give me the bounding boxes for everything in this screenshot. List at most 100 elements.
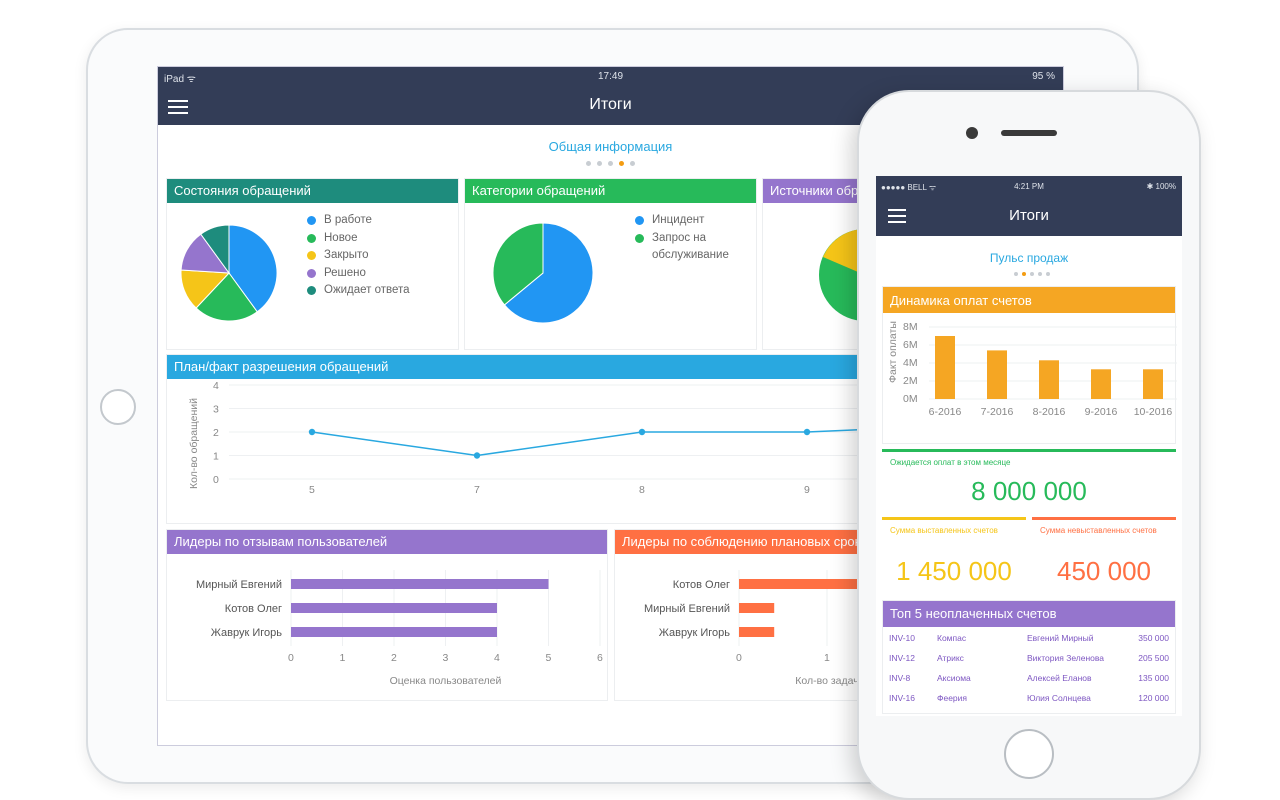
ipad-status-bar: iPad ᯤ 17:49 95 % [158, 67, 1063, 87]
legend-dot [635, 233, 644, 243]
page-dot[interactable] [630, 161, 635, 166]
y-axis-label: Факт оплаты [887, 321, 899, 383]
section-title: Пульс продаж [989, 251, 1069, 265]
bar-label: Мирный Евгений [644, 603, 730, 615]
page-dot[interactable] [1014, 272, 1018, 276]
iphone-status-bar: ●●●●● BELL ᯤ 4:21 PM ✱ 100% [876, 176, 1182, 196]
card-title: Состояния обращений [167, 179, 458, 203]
page-dot[interactable] [597, 161, 602, 166]
data-point [803, 428, 811, 436]
kpi-unissued: Сумма невыставленных счетов 450 000 [1032, 517, 1176, 591]
page-dot[interactable] [1038, 272, 1042, 276]
payments-card: Динамика оплат счетов 0M 2M 4M 6M 8M Факт опл… [882, 286, 1177, 444]
state-pie-chart [181, 225, 278, 322]
page-dot[interactable] [1030, 272, 1034, 276]
kpi-expected: Ожидается оплат в этом месяце 8 000 000 [882, 449, 1176, 511]
legend-dot [307, 216, 316, 225]
pie-slice [503, 223, 594, 324]
iphone-nav-bar: Итоги [876, 196, 1182, 236]
menu-icon[interactable] [168, 100, 188, 114]
data-point [638, 428, 646, 436]
category-legend: Инцидент Запрос на обслуживание [635, 212, 745, 265]
invoice-company: Компас [937, 633, 967, 643]
y-tick-label: 2M [903, 375, 918, 387]
page-dot-active[interactable] [619, 161, 624, 166]
page-dot-active[interactable] [1022, 272, 1026, 276]
status-carrier: iPad ᯤ [164, 74, 196, 85]
bar [1039, 360, 1059, 399]
bar-label: Мирный Евгений [196, 579, 282, 591]
x-tick-label: 6 [597, 652, 603, 664]
invoice-amount: 205 500 [1138, 653, 1169, 663]
legend-dot [307, 268, 316, 278]
y-axis-label: Кол-во обращений [188, 398, 200, 489]
x-tick-label: 10-2016 [1134, 406, 1173, 418]
bar-label: Жаврук Игорь [659, 627, 731, 639]
bar [739, 603, 775, 613]
bar [1091, 369, 1111, 399]
status-battery: ✱ 100% [1146, 182, 1176, 191]
legend-item: В работе [307, 212, 410, 230]
y-tick-label: 1 [213, 451, 219, 463]
page-indicator[interactable] [586, 161, 635, 166]
legend-dot [307, 286, 316, 295]
x-tick-label: 1 [340, 652, 346, 664]
bar [987, 350, 1007, 399]
pie-slice [493, 223, 544, 306]
x-tick-label: 3 [443, 652, 449, 664]
x-axis-label: Оценка пользователей [390, 675, 502, 687]
invoice-amount: 135 000 [1138, 673, 1169, 683]
legend-item: Ожидает ответа [307, 282, 410, 300]
invoice-amount: 120 000 [1138, 693, 1169, 703]
kpi-value: 450 000 [1057, 556, 1151, 586]
state-card: Состояния обращений В работе Новое Закрыто… [166, 178, 459, 350]
camera-icon [966, 127, 978, 139]
status-time: 4:21 PM [1014, 182, 1044, 191]
iphone-screen: ●●●●● BELL ᯤ 4:21 PM ✱ 100% Итоги Пульс … [876, 176, 1182, 716]
y-tick-label: 3 [213, 404, 219, 416]
leaders-feedback-bar-chart: 0 1 2 3 4 5 6 Мирный Евгений Котов Олег Жаврук Иг… [196, 570, 603, 687]
page-indicator[interactable] [1014, 272, 1050, 276]
page-dot[interactable] [1046, 272, 1050, 276]
unpaid-invoices-table: INV-10 Компас Евгений Мирный 350 000 INV-12 А… [889, 633, 1169, 703]
x-tick-label: 2 [391, 652, 397, 664]
legend-label: Решено [324, 266, 366, 279]
y-tick-label: 2 [213, 427, 219, 439]
y-tick-label: 0M [903, 393, 918, 405]
invoice-id: INV-16 [889, 693, 915, 703]
invoice-amount: 350 000 [1138, 633, 1169, 643]
invoice-company: Атрикс [937, 653, 965, 663]
ipad-home-button[interactable] [100, 389, 136, 425]
section-title: Общая информация [548, 139, 673, 154]
x-axis-label: Кол-во задач [795, 675, 858, 687]
bar-label: Котов Олег [225, 603, 282, 615]
invoice-id: INV-12 [889, 653, 915, 663]
legend-item: Закрыто [307, 247, 410, 265]
kpi-issued: Сумма выставленных счетов 1 450 000 [882, 517, 1026, 591]
page-dot[interactable] [586, 161, 591, 166]
status-time: 17:49 [597, 71, 624, 82]
legend-label: Запрос на обслуживание [652, 231, 729, 262]
x-tick-label: 8 [639, 484, 645, 496]
bar [935, 336, 955, 399]
menu-icon[interactable] [888, 209, 906, 223]
invoice-company: Аксиома [937, 673, 971, 683]
x-tick-label: 8-2016 [1033, 406, 1066, 418]
x-tick-label: 9-2016 [1085, 406, 1118, 418]
invoice-id: INV-8 [889, 673, 911, 683]
kpi-value: 1 450 000 [896, 556, 1012, 586]
bar-label: Жаврук Игорь [211, 627, 283, 639]
pie-slice [228, 225, 278, 313]
x-tick-label: 0 [736, 652, 742, 664]
iphone-home-button[interactable] [1004, 729, 1054, 779]
x-tick-label: 5 [546, 652, 552, 664]
card-title: Топ 5 неоплаченных счетов [883, 601, 1175, 627]
x-tick-label: 0 [288, 652, 294, 664]
card-title: Лидеры по отзывам пользователей [167, 530, 607, 554]
y-tick-label: 0 [213, 474, 219, 486]
top-unpaid-card: Топ 5 неоплаченных счетов INV-10 Компас Ев… [882, 600, 1176, 714]
bar [739, 579, 893, 589]
bar [1143, 369, 1163, 399]
page-dot[interactable] [608, 161, 613, 166]
